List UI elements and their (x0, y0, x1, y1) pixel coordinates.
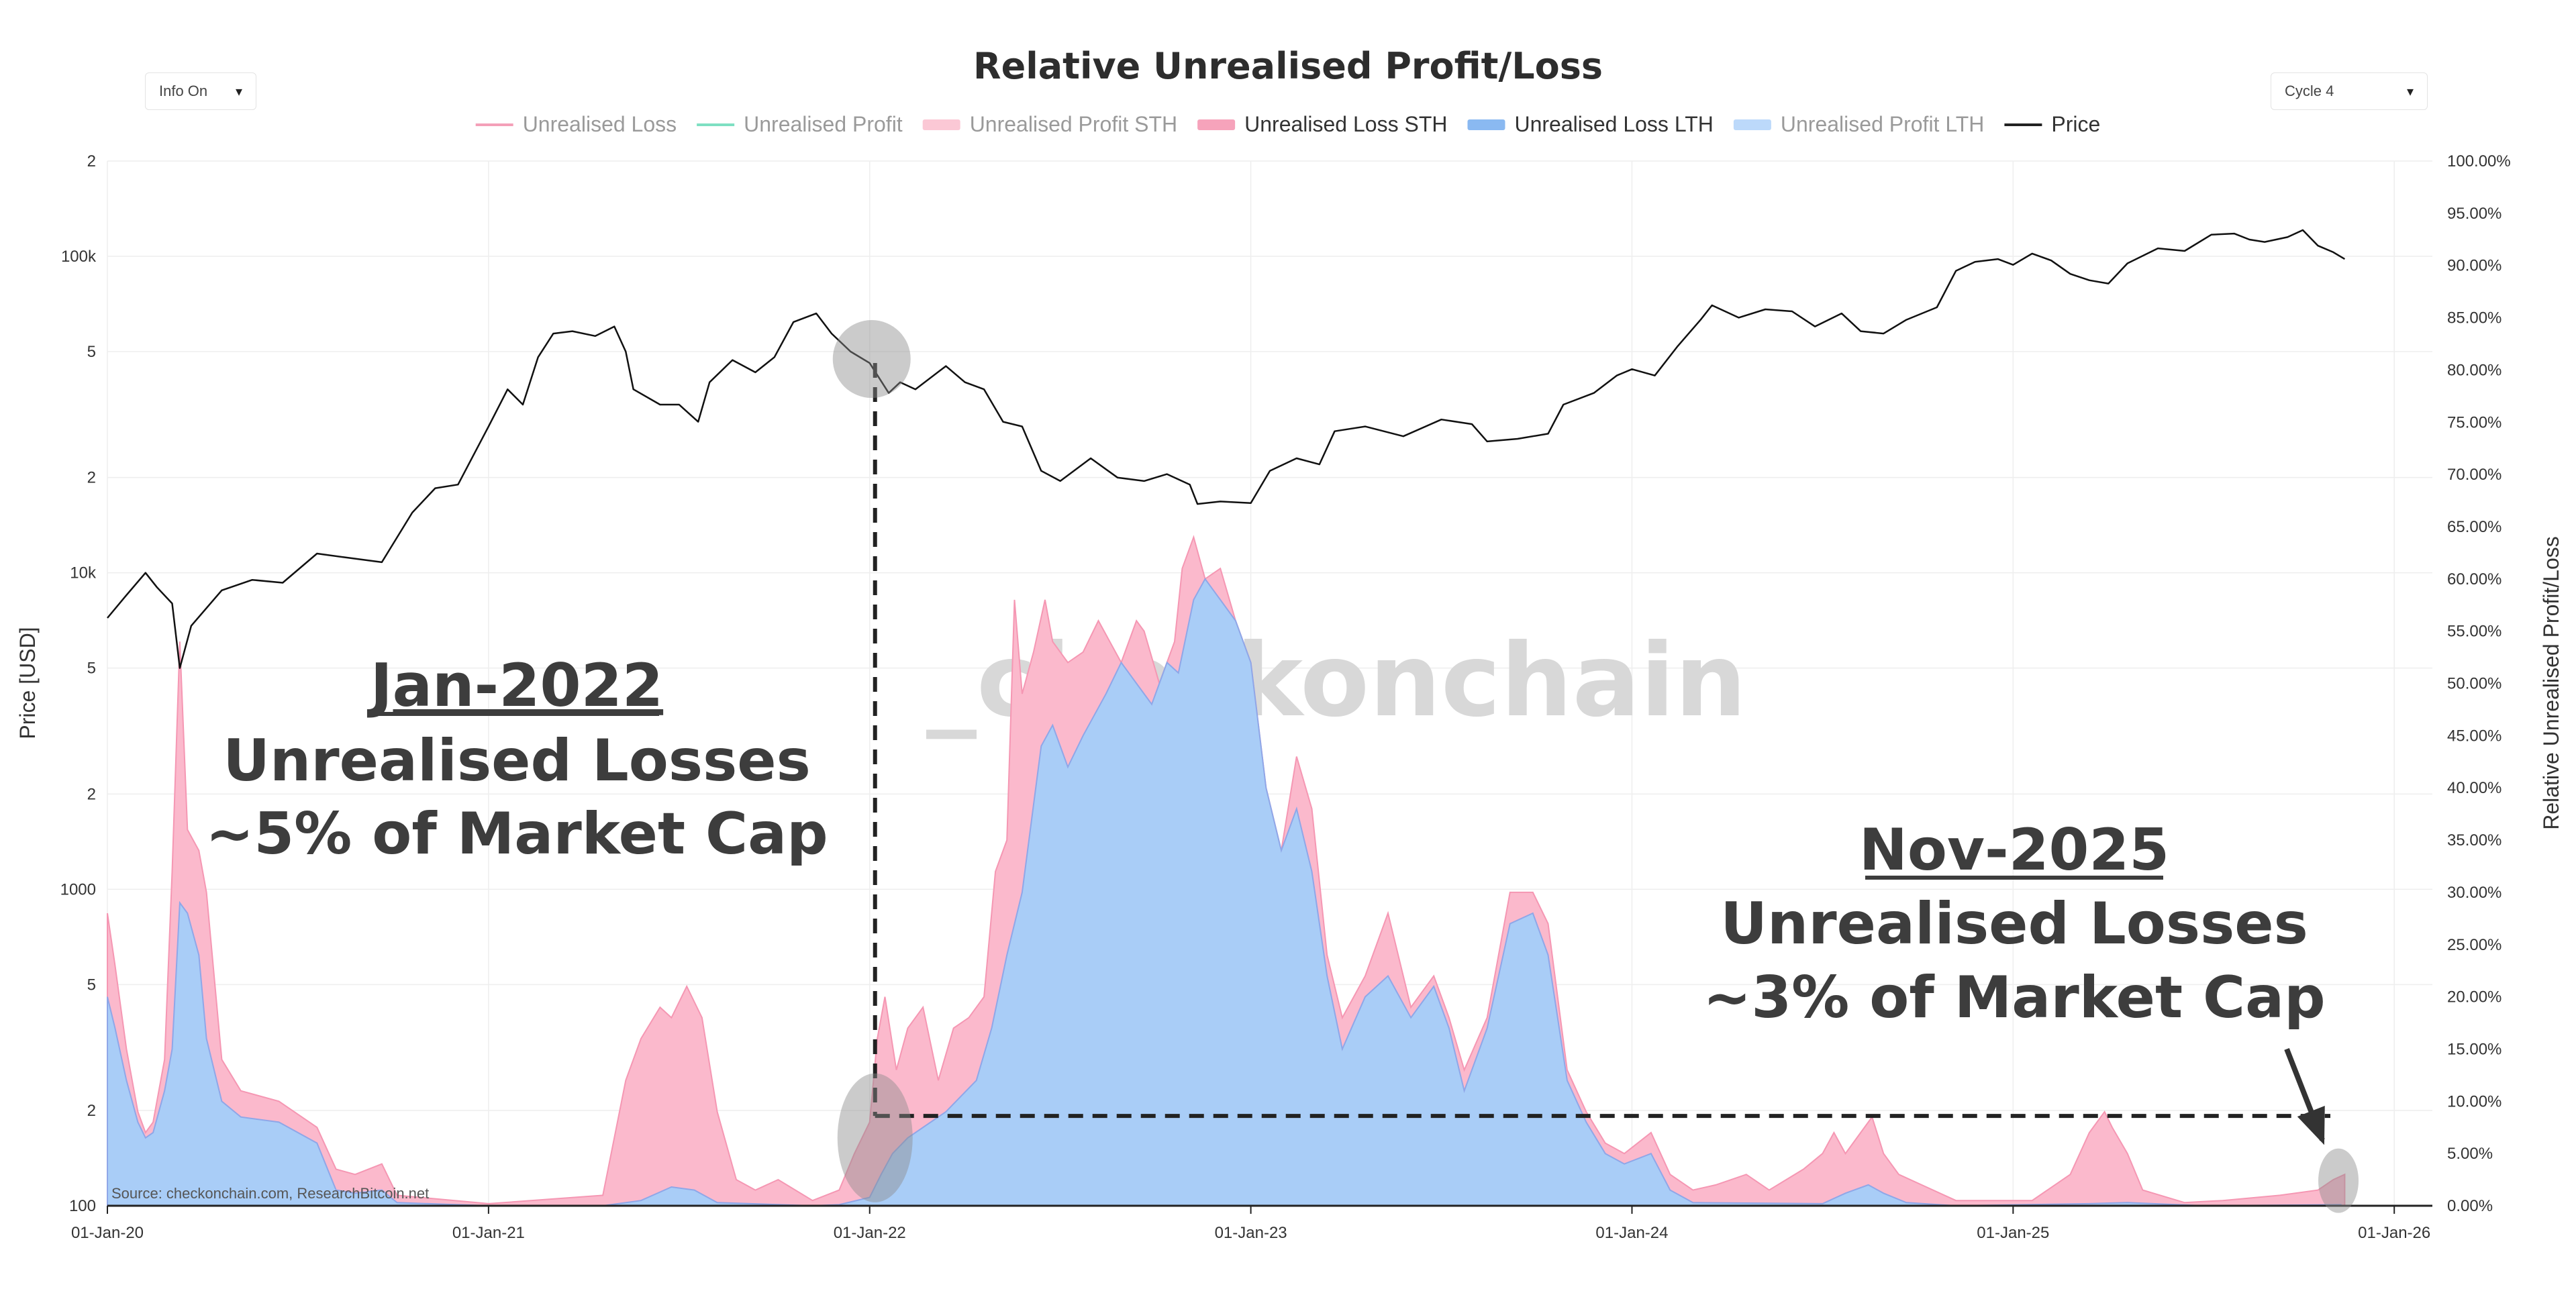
y-right-tick-label: 20.00% (2447, 988, 2501, 1006)
legend-item: Unrealised Profit (697, 112, 903, 136)
cycle-label: Cycle 4 (2285, 83, 2334, 99)
x-tick-label: 01-Jan-25 (1977, 1224, 2049, 1242)
legend-item: Price (2004, 112, 2100, 136)
y-left-tick-label: 2 (87, 1102, 96, 1120)
y-right-tick-label: 65.00% (2447, 518, 2501, 536)
annotation-right-heading: Nov-2025 (1859, 817, 2169, 884)
price-layer (107, 229, 2346, 669)
y-right-tick-label: 75.00% (2447, 413, 2501, 431)
highlight-loss-nov-2025 (2318, 1148, 2359, 1213)
legend-label: Unrealised Loss STH (1244, 112, 1447, 136)
y-left-tick-label: 2 (87, 469, 96, 487)
y-right-tick-label: 80.00% (2447, 361, 2501, 379)
annotation-left-line2: ~5% of Market Cap (205, 800, 828, 868)
y-right-tick-label: 10.00% (2447, 1092, 2501, 1110)
y-right-tick-label: 95.00% (2447, 205, 2501, 223)
chart-legend: Unrealised Loss Unrealised Profit Unrealis… (475, 112, 2100, 136)
legend-label: Price (2051, 112, 2100, 136)
info-toggle-label: Info On (159, 83, 208, 99)
x-tick-label: 01-Jan-22 (834, 1224, 906, 1242)
y-left-tick-label: 5 (87, 343, 96, 361)
y-right-tick-label: 50.00% (2447, 675, 2501, 693)
legend-label: Unrealised Profit (744, 112, 903, 136)
y-right-tick-label: 25.00% (2447, 936, 2501, 954)
y-left-tick-label: 2 (87, 152, 96, 170)
y-right-tick-label: 35.00% (2447, 831, 2501, 849)
cycle-dropdown[interactable]: Cycle 4 ▾ (2271, 72, 2428, 110)
chart-title: Relative Unrealised Profit/Loss (973, 45, 1603, 87)
legend-label: Unrealised Loss (523, 112, 677, 136)
y-right-tick-label: 60.00% (2447, 570, 2501, 588)
y-right-axis-title: Relative Unrealised Profit/Loss (2539, 536, 2563, 830)
y-right-tick-label: 85.00% (2447, 309, 2501, 327)
annotation-right-line2: ~3% of Market Cap (1703, 964, 2325, 1031)
y-left-tick-label: 1000 (60, 880, 96, 898)
y-right-tick-label: 5.00% (2447, 1145, 2493, 1163)
y-right-tick-label: 70.00% (2447, 466, 2501, 484)
y-right-tick-label: 30.00% (2447, 884, 2501, 902)
info-toggle-dropdown[interactable]: Info On ▾ (145, 72, 256, 110)
annotation-left-line1: Unrealised Losses (223, 727, 811, 794)
legend-item: Unrealised Loss STH (1197, 112, 1447, 136)
highlight-price-jan-2022 (832, 320, 911, 399)
annotation-overlays (832, 320, 2359, 1213)
legend-item: Unrealised Loss (475, 112, 677, 136)
legend-swatch (1733, 119, 1771, 130)
annotation-right-line1: Unrealised Losses (1720, 890, 2308, 957)
x-tick-label: 01-Jan-21 (452, 1224, 525, 1242)
annotation-nov-2025: Nov-2025 Unrealised Losses ~3% of Market… (1703, 817, 2325, 1031)
y-left-tick-label: 2 (87, 785, 96, 803)
legend-swatch (922, 119, 960, 130)
y-left-axis-title: Price [USD] (15, 627, 40, 739)
y-left-tick-label: 10k (70, 564, 97, 582)
legend-swatch (1467, 119, 1505, 130)
legend-label: Unrealised Profit LTH (1781, 112, 1985, 136)
y-right-tick-label: 0.00% (2447, 1197, 2493, 1215)
y-right-tick-label: 55.00% (2447, 623, 2501, 641)
annotation-left-heading: Jan-2022 (367, 651, 663, 720)
y-left-tick-label: 100 (69, 1197, 96, 1215)
y-left-tick-label: 5 (87, 976, 96, 994)
price-line (107, 229, 2346, 669)
area-unrealised-loss-lth (107, 577, 2342, 1207)
x-tick-label: 01-Jan-24 (1595, 1224, 1668, 1242)
axes: 01-Jan-20 01-Jan-21 01-Jan-22 01-Jan-23 01-J… (15, 152, 2563, 1242)
y-right-tick-label: 40.00% (2447, 779, 2501, 797)
legend-swatch (1197, 119, 1236, 130)
legend-item: Unrealised Profit STH (922, 112, 1177, 136)
loss-areas (107, 535, 2346, 1207)
y-right-tick-label: 15.00% (2447, 1040, 2501, 1058)
y-left-tick-label: 5 (87, 660, 96, 678)
x-tick-label: 01-Jan-20 (71, 1224, 144, 1242)
arrow-icon (2297, 1106, 2325, 1145)
chevron-down-icon: ▾ (235, 84, 242, 99)
x-tick-label: 01-Jan-23 (1215, 1224, 1287, 1242)
annotation-jan-2022: Jan-2022 Unrealised Losses ~5% of Market… (205, 651, 828, 868)
highlight-loss-jan-2022 (837, 1073, 913, 1202)
y-right-tick-label: 90.00% (2447, 257, 2501, 275)
y-right-tick-label: 100.00% (2447, 152, 2511, 170)
legend-label: Unrealised Profit STH (970, 112, 1177, 136)
source-note: Source: checkonchain.com, ResearchBitcoi… (111, 1185, 429, 1202)
x-tick-label: 01-Jan-26 (2358, 1224, 2430, 1242)
legend-item: Unrealised Profit LTH (1733, 112, 1985, 136)
y-left-tick-label: 100k (61, 248, 97, 266)
chevron-down-icon: ▾ (2406, 84, 2414, 99)
legend-label: Unrealised Loss LTH (1514, 112, 1713, 136)
y-right-tick-label: 45.00% (2447, 727, 2501, 745)
legend-item: Unrealised Loss LTH (1467, 112, 1714, 136)
